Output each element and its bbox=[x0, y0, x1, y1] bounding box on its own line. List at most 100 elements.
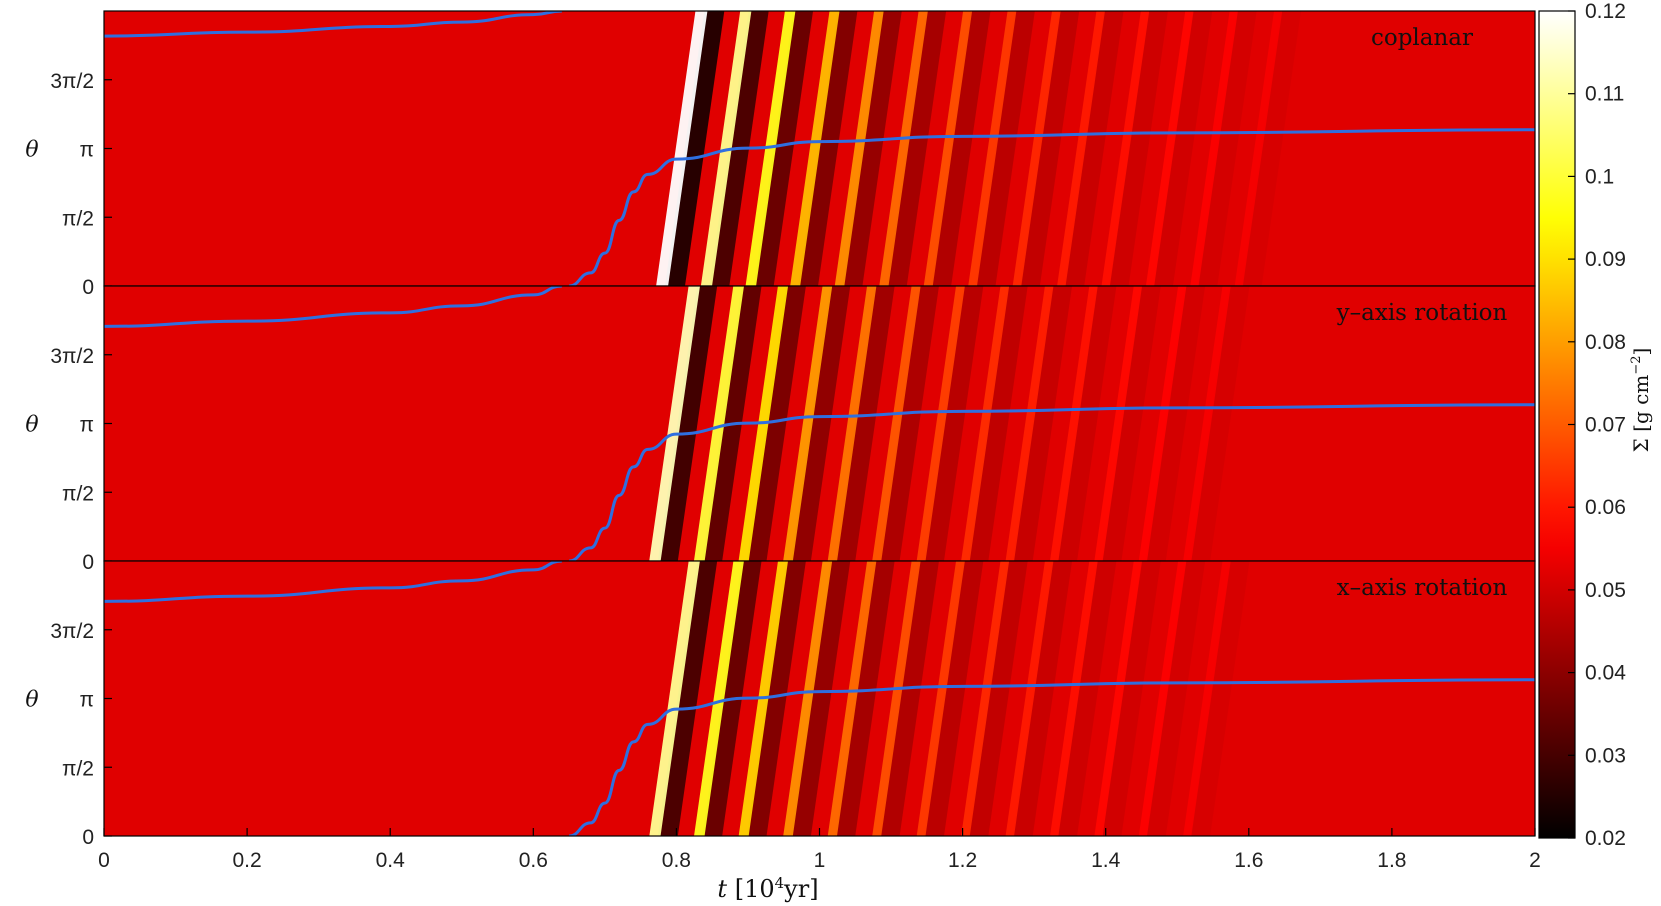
x-tick-label: 0.2 bbox=[232, 849, 261, 872]
wave-crest bbox=[968, 11, 1017, 286]
colorbar-tick-label: 0.02 bbox=[1585, 827, 1626, 850]
wave-crest bbox=[1101, 11, 1150, 286]
wave-crest bbox=[694, 561, 744, 836]
wave-trough bbox=[746, 286, 806, 561]
x-tick-label: 1.6 bbox=[1234, 849, 1263, 872]
colorbar-tick-label: 0.03 bbox=[1585, 744, 1626, 767]
wave-crest bbox=[827, 286, 877, 561]
x-tick-label: 1.2 bbox=[948, 849, 977, 872]
wave-trough bbox=[1145, 286, 1206, 561]
wave-crest bbox=[1234, 11, 1283, 286]
y-tick-label: 3π/2 bbox=[50, 345, 94, 368]
x-tick-label: 0.6 bbox=[519, 849, 548, 872]
wave-crest bbox=[827, 561, 877, 836]
wave-trough bbox=[1012, 286, 1073, 561]
wave-crest bbox=[656, 11, 708, 286]
wave-trough bbox=[879, 561, 939, 836]
wave-crest bbox=[923, 11, 973, 286]
wave-trough bbox=[1152, 11, 1213, 286]
colorbar: 0.02 0.03 0.04 0.05 0.06 0.07 0.08 0.09 0.1 0.11 0… bbox=[1538, 0, 1626, 850]
wave-crest bbox=[745, 11, 796, 286]
wave-trough bbox=[1019, 11, 1080, 286]
wave-crest bbox=[834, 11, 884, 286]
colorbar-tick-label: 0.06 bbox=[1585, 496, 1626, 519]
y-tick-label: π bbox=[80, 414, 95, 437]
wave-trough bbox=[931, 11, 991, 286]
x-axis-label: t [104yr] bbox=[717, 874, 818, 903]
colorbar-tick-label: 0.11 bbox=[1585, 83, 1624, 106]
wave-crest bbox=[961, 561, 1010, 836]
wave-crest bbox=[649, 286, 700, 561]
y-axis-label: θ bbox=[25, 138, 38, 163]
wave-bands bbox=[649, 561, 1250, 836]
wave-trough bbox=[753, 11, 814, 286]
wave-trough bbox=[1190, 286, 1250, 561]
colorbar-tick-label: 0.09 bbox=[1585, 248, 1626, 271]
wave-crest bbox=[1138, 561, 1187, 836]
wave-trough bbox=[879, 286, 939, 561]
wave-trough bbox=[1241, 11, 1302, 286]
wave-crest bbox=[693, 286, 744, 561]
panel-2: y–axis rotation 0 π/2 π 3π/2 θ bbox=[25, 285, 1536, 574]
wave-trough bbox=[746, 561, 806, 836]
panel-title: x–axis rotation bbox=[1337, 575, 1508, 601]
x-tick-label: 0 bbox=[98, 849, 110, 872]
wave-trough bbox=[923, 286, 984, 561]
wave-trough bbox=[1057, 286, 1117, 561]
wave-crest bbox=[1138, 286, 1187, 561]
trajectory-curve bbox=[568, 678, 1535, 836]
wave-trough bbox=[1108, 11, 1168, 286]
wave-crest bbox=[916, 561, 965, 836]
wave-crest bbox=[1005, 561, 1054, 836]
wave-crest bbox=[1012, 11, 1061, 286]
wave-crest bbox=[1190, 11, 1238, 286]
wave-trough bbox=[1197, 11, 1257, 286]
wave-trough bbox=[657, 561, 718, 836]
colorbar-tick-label: 0.07 bbox=[1585, 414, 1626, 437]
wave-crest bbox=[783, 561, 833, 836]
wave-trough bbox=[790, 561, 851, 836]
panels-layer: coplanar 0 π/2 π 3π/2 θ y–axis rotation 0 π/2 π 3π… bbox=[25, 10, 1536, 849]
wave-trough bbox=[923, 561, 984, 836]
x-tick-label: 1.8 bbox=[1377, 849, 1406, 872]
y-tick-label: π bbox=[80, 689, 95, 712]
y-tick-label: 0 bbox=[82, 276, 94, 299]
wave-trough bbox=[975, 11, 1035, 286]
colorbar-tick-label: 0.05 bbox=[1585, 579, 1626, 602]
wave-trough bbox=[886, 11, 947, 286]
panel-3: x–axis rotation 0 π/2 π 3π/2 θ bbox=[25, 560, 1536, 849]
wave-trough bbox=[1145, 561, 1206, 836]
trajectory-curve bbox=[104, 11, 562, 38]
x-tick-label: 0.8 bbox=[662, 849, 691, 872]
wave-trough bbox=[835, 286, 895, 561]
wave-trough bbox=[1101, 286, 1161, 561]
x-tick-label: 0.4 bbox=[376, 849, 406, 872]
wave-crest bbox=[872, 561, 921, 836]
x-tick-label: 1.4 bbox=[1091, 849, 1121, 872]
wave-crest bbox=[872, 286, 921, 561]
colorbar-tick-label: 0.12 bbox=[1585, 0, 1626, 23]
trajectory-curve bbox=[104, 286, 562, 328]
panel-title: y–axis rotation bbox=[1336, 300, 1508, 326]
wave-trough bbox=[1057, 561, 1117, 836]
x-tick-label: 2 bbox=[1529, 849, 1541, 872]
wave-crest bbox=[1094, 286, 1143, 561]
wave-crest bbox=[879, 11, 928, 286]
wave-crest bbox=[1057, 11, 1105, 286]
colorbar-tick-label: 0.08 bbox=[1585, 331, 1626, 354]
y-tick-label: 0 bbox=[82, 826, 94, 849]
wave-crest bbox=[961, 286, 1010, 561]
wave-crest bbox=[1183, 561, 1231, 836]
y-tick-label: 3π/2 bbox=[50, 620, 94, 643]
y-tick-label: π bbox=[80, 139, 95, 162]
trajectory-curve bbox=[568, 403, 1535, 561]
wave-trough bbox=[790, 286, 851, 561]
wave-crest bbox=[783, 286, 833, 561]
wave-crest bbox=[1094, 561, 1143, 836]
wave-crest bbox=[1005, 286, 1054, 561]
wave-trough bbox=[657, 286, 718, 561]
wave-trough bbox=[968, 286, 1028, 561]
wave-crest bbox=[1145, 11, 1194, 286]
y-tick-label: 0 bbox=[82, 551, 94, 574]
wave-trough bbox=[842, 11, 902, 286]
